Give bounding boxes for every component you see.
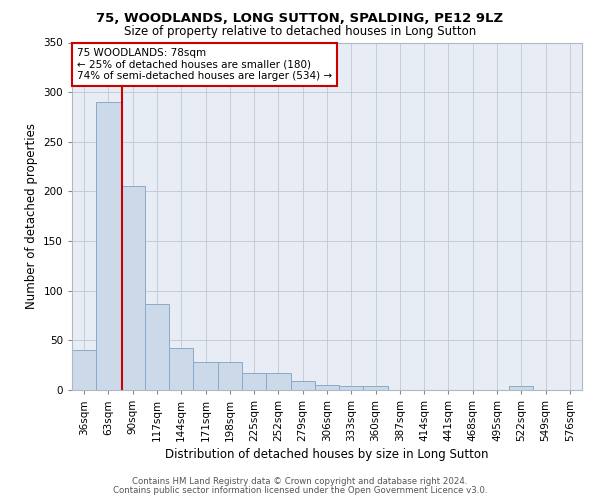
Text: 75, WOODLANDS, LONG SUTTON, SPALDING, PE12 9LZ: 75, WOODLANDS, LONG SUTTON, SPALDING, PE… xyxy=(97,12,503,26)
Bar xyxy=(339,386,364,390)
Bar xyxy=(145,304,169,390)
X-axis label: Distribution of detached houses by size in Long Sutton: Distribution of detached houses by size … xyxy=(165,448,489,461)
Y-axis label: Number of detached properties: Number of detached properties xyxy=(25,123,38,309)
Bar xyxy=(193,362,218,390)
Bar xyxy=(242,373,266,390)
Bar xyxy=(218,362,242,390)
Bar xyxy=(509,386,533,390)
Bar xyxy=(96,102,121,390)
Bar xyxy=(266,373,290,390)
Bar xyxy=(121,186,145,390)
Text: 75 WOODLANDS: 78sqm
← 25% of detached houses are smaller (180)
74% of semi-detac: 75 WOODLANDS: 78sqm ← 25% of detached ho… xyxy=(77,48,332,81)
Bar xyxy=(315,385,339,390)
Text: Contains HM Land Registry data © Crown copyright and database right 2024.: Contains HM Land Registry data © Crown c… xyxy=(132,477,468,486)
Bar xyxy=(169,348,193,390)
Text: Contains public sector information licensed under the Open Government Licence v3: Contains public sector information licen… xyxy=(113,486,487,495)
Bar xyxy=(364,386,388,390)
Bar xyxy=(290,381,315,390)
Bar xyxy=(72,350,96,390)
Text: Size of property relative to detached houses in Long Sutton: Size of property relative to detached ho… xyxy=(124,25,476,38)
